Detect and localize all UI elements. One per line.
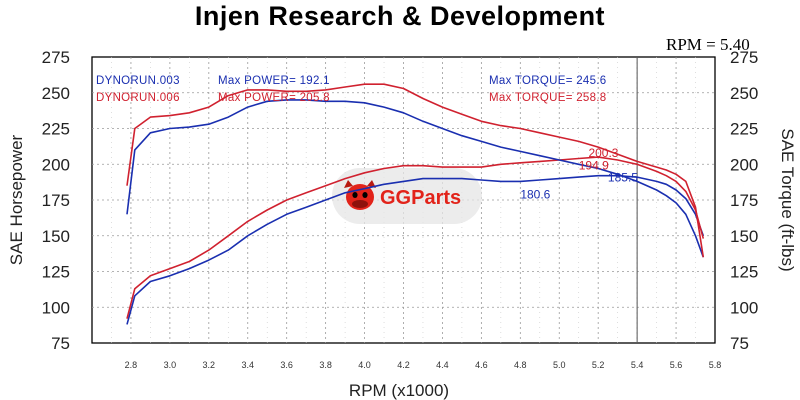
watermark-text: GGParts xyxy=(380,187,461,209)
y-right-tick-label: 225 xyxy=(730,120,758,139)
x-tick-label: 2.8 xyxy=(125,360,138,370)
y-right-tick-label: 100 xyxy=(730,298,758,317)
y-left-tick-label: 150 xyxy=(42,227,70,246)
peak-annotation: 180.6 xyxy=(520,188,550,202)
y-right-tick-label: 175 xyxy=(730,191,758,210)
y-left-tick-label: 100 xyxy=(42,298,70,317)
y-left-tick-label: 250 xyxy=(42,84,70,103)
watermark-background xyxy=(332,168,482,224)
y-right-tick-label: 75 xyxy=(730,334,749,353)
peak-annotation: 200.3 xyxy=(588,146,618,160)
y-axis-right: 75 100 125 150 175 200 225 250 275 xyxy=(730,48,758,353)
y-axis-left-title: SAE Horsepower xyxy=(7,134,26,265)
legend-run-006-torque: Max TORQUE= 258.8 xyxy=(489,92,607,104)
chart-title: Injen Research & Development xyxy=(194,1,606,31)
y-left-tick-label: 175 xyxy=(42,191,70,210)
y-right-tick-label: 250 xyxy=(730,84,758,103)
series-line-dynorun-006-torque xyxy=(126,83,705,258)
rpm-cursor-readout: RPM = 5.40 xyxy=(666,35,750,54)
y-left-tick-label: 225 xyxy=(42,120,70,139)
series-line-dynorun-003-power xyxy=(126,174,705,325)
x-axis: 2.8 3.0 3.2 3.4 3.6 3.8 4.0 4.2 4.4 4.6 4.8 5.0 5.2 5… xyxy=(125,360,722,370)
peak-annotation: 194.9 xyxy=(579,158,609,172)
x-tick-label: 4.2 xyxy=(397,360,410,370)
x-tick-label: 3.4 xyxy=(241,360,254,370)
y-left-tick-label: 275 xyxy=(42,48,70,67)
x-tick-label: 3.8 xyxy=(319,360,332,370)
ggparts-watermark: GGParts xyxy=(332,168,482,224)
x-tick-label: 5.0 xyxy=(553,360,566,370)
x-tick-label: 4.0 xyxy=(358,360,371,370)
legend-run-006-power: Max POWER= 205.8 xyxy=(218,92,330,104)
x-tick-label: 4.6 xyxy=(475,360,488,370)
y-right-tick-label: 275 xyxy=(730,48,758,67)
legend: DYNORUN.003 Max POWER= 192.1 Max TORQUE=… xyxy=(96,75,607,104)
series-line-dynorun-003-torque xyxy=(126,99,705,258)
peak-annotation: 185.5 xyxy=(608,170,638,184)
y-right-tick-label: 150 xyxy=(730,227,758,246)
x-tick-label: 5.4 xyxy=(631,360,644,370)
y-right-tick-label: 200 xyxy=(730,155,758,174)
legend-run-003-power: Max POWER= 192.1 xyxy=(218,75,330,87)
y-axis-right-title: SAE Torque (ft-lbs) xyxy=(778,128,797,271)
y-axis-left: 75 100 125 150 175 200 225 250 275 xyxy=(42,48,70,353)
series-line-dynorun-006-power xyxy=(126,156,705,319)
y-left-tick-label: 200 xyxy=(42,155,70,174)
x-tick-label: 4.4 xyxy=(436,360,449,370)
x-tick-label: 3.6 xyxy=(280,360,293,370)
y-left-tick-label: 75 xyxy=(51,334,70,353)
y-right-tick-label: 125 xyxy=(730,263,758,282)
x-axis-title: RPM (x1000) xyxy=(349,381,449,400)
legend-run-006-name: DYNORUN.006 xyxy=(96,92,180,104)
series-layer xyxy=(126,83,705,325)
x-tick-label: 5.2 xyxy=(592,360,605,370)
legend-run-003-name: DYNORUN.003 xyxy=(96,75,180,87)
x-tick-label: 3.2 xyxy=(203,360,216,370)
x-tick-label: 3.0 xyxy=(164,360,177,370)
x-tick-label: 5.6 xyxy=(670,360,683,370)
x-tick-label: 4.8 xyxy=(514,360,527,370)
y-left-tick-label: 125 xyxy=(42,263,70,282)
legend-run-003-torque: Max TORQUE= 245.6 xyxy=(489,75,607,87)
x-tick-label: 5.8 xyxy=(709,360,722,370)
